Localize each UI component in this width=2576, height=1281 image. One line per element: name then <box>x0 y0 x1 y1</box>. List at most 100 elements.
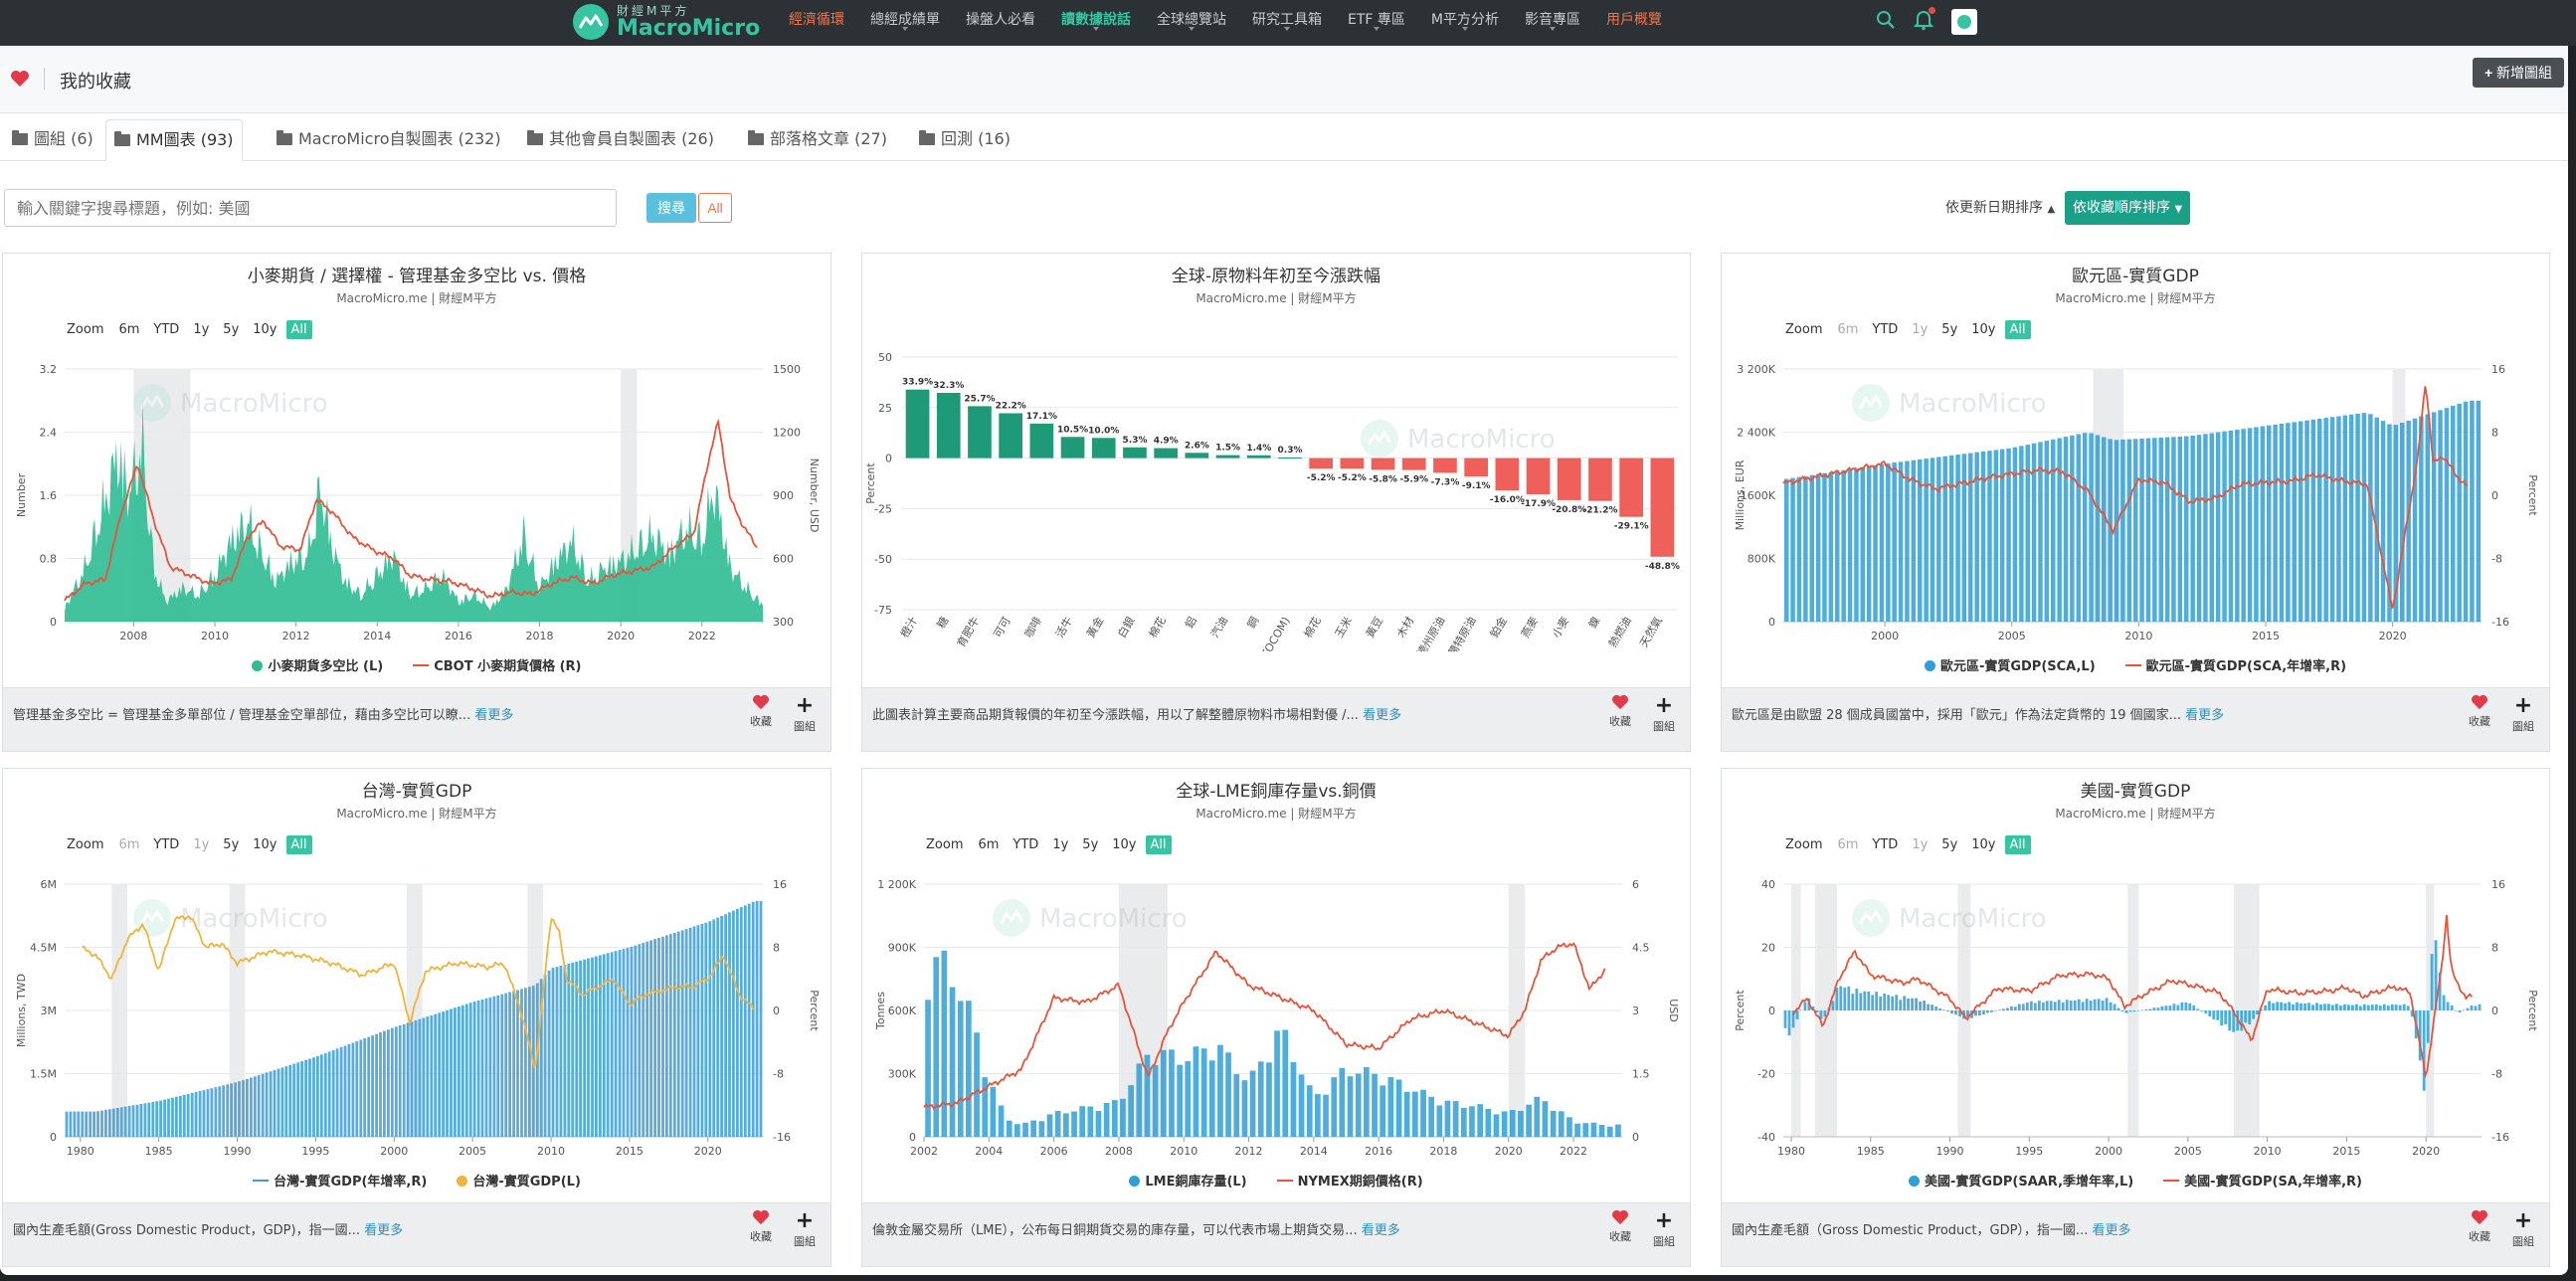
data-bar[interactable] <box>442 1011 445 1137</box>
add-to-group-button[interactable]: + 圖組 <box>1644 694 1684 734</box>
data-bar[interactable] <box>1993 450 1999 622</box>
zoom-10y-button[interactable]: 10y <box>1971 837 1996 852</box>
data-bar[interactable] <box>319 1054 323 1137</box>
data-bar[interactable] <box>696 925 700 1137</box>
data-bar[interactable] <box>747 903 751 1137</box>
data-bar[interactable] <box>1152 1065 1159 1137</box>
data-bar[interactable] <box>2307 1003 2310 1010</box>
zoom-10y-button[interactable]: 10y <box>253 322 277 337</box>
data-bar[interactable] <box>2347 1005 2350 1010</box>
data-bar[interactable] <box>464 1004 468 1137</box>
zoom-6m-button[interactable]: 6m <box>1837 322 1859 337</box>
data-bar[interactable] <box>1619 458 1643 517</box>
data-bar[interactable] <box>454 1007 457 1137</box>
data-bar[interactable] <box>1582 1123 1589 1137</box>
data-bar[interactable] <box>250 1077 253 1138</box>
data-bar[interactable] <box>638 944 642 1137</box>
data-bar[interactable] <box>2248 1010 2252 1025</box>
nav-item-2[interactable]: 操盤人必看 <box>953 0 1048 46</box>
data-bar[interactable] <box>2362 1004 2366 1010</box>
data-bar[interactable] <box>496 995 500 1137</box>
data-bar[interactable] <box>198 1091 202 1137</box>
data-bar[interactable] <box>1193 1046 1199 1137</box>
zoom-ytd-button[interactable]: YTD <box>153 837 180 852</box>
data-bar[interactable] <box>2196 1008 2200 1010</box>
data-bar[interactable] <box>1911 998 1914 1010</box>
data-bar[interactable] <box>2160 1006 2164 1010</box>
data-bar[interactable] <box>1795 1010 1799 1019</box>
data-bar[interactable] <box>2076 434 2082 623</box>
data-bar[interactable] <box>1799 1009 1803 1011</box>
data-bar[interactable] <box>312 1057 315 1137</box>
data-bar[interactable] <box>1895 995 1899 1010</box>
data-bar[interactable] <box>426 1016 430 1137</box>
data-bar[interactable] <box>1978 1010 1981 1015</box>
data-bar[interactable] <box>2006 448 2011 622</box>
data-bar[interactable] <box>968 406 992 458</box>
data-bar[interactable] <box>2235 430 2240 622</box>
zoom-10y-button[interactable]: 10y <box>1971 322 1996 337</box>
data-bar[interactable] <box>476 1000 480 1137</box>
nav-item-6[interactable]: ETF 專區 <box>1335 0 1418 46</box>
data-bar[interactable] <box>430 1014 434 1137</box>
data-bar[interactable] <box>2045 1001 2049 1010</box>
data-bar[interactable] <box>1907 998 1910 1010</box>
data-bar[interactable] <box>1112 1100 1118 1137</box>
data-bar[interactable] <box>2025 445 2031 622</box>
data-bar[interactable] <box>1650 458 1675 557</box>
series-area[interactable] <box>65 403 763 622</box>
data-bar[interactable] <box>179 1095 182 1137</box>
data-bar[interactable] <box>1831 1001 1835 1010</box>
data-bar[interactable] <box>2434 940 2438 1010</box>
data-bar[interactable] <box>414 1019 418 1137</box>
data-bar[interactable] <box>2304 420 2309 622</box>
data-bar[interactable] <box>645 941 649 1137</box>
data-bar[interactable] <box>2438 972 2442 1010</box>
data-bar[interactable] <box>89 1111 92 1137</box>
data-bar[interactable] <box>1566 1117 1572 1137</box>
data-bar[interactable] <box>2095 435 2101 623</box>
data-bar[interactable] <box>2136 1010 2140 1011</box>
data-bar[interactable] <box>1054 1111 1061 1137</box>
data-bar[interactable] <box>2355 1004 2358 1010</box>
data-bar[interactable] <box>1120 1098 1126 1137</box>
data-bar[interactable] <box>1873 464 1878 622</box>
data-bar[interactable] <box>2082 433 2088 622</box>
data-bar[interactable] <box>1954 1010 1957 1015</box>
data-bar[interactable] <box>1598 1125 1605 1137</box>
data-bar[interactable] <box>1863 991 1867 1010</box>
zoom-ytd-button[interactable]: YTD <box>1872 837 1899 852</box>
data-bar[interactable] <box>139 1104 143 1137</box>
data-bar[interactable] <box>155 1101 159 1137</box>
data-bar[interactable] <box>402 1023 406 1137</box>
read-more-link[interactable]: 看更多 <box>474 708 514 723</box>
data-bar[interactable] <box>2152 1007 2156 1010</box>
legend-item[interactable]: CBOT 小麥期貨價格 (R) <box>413 655 582 674</box>
data-bar[interactable] <box>2228 430 2234 622</box>
data-bar[interactable] <box>2184 436 2189 622</box>
data-bar[interactable] <box>2171 437 2176 622</box>
tab-0[interactable]: 圖組 (6) <box>4 119 101 161</box>
data-bar[interactable] <box>2329 417 2335 622</box>
data-bar[interactable] <box>351 1042 355 1138</box>
data-bar[interactable] <box>2400 423 2405 622</box>
data-bar[interactable] <box>1980 451 1986 622</box>
data-bar[interactable] <box>1087 1106 1094 1138</box>
data-bar[interactable] <box>2438 410 2443 622</box>
data-bar[interactable] <box>1809 474 1815 622</box>
data-bar[interactable] <box>375 1033 378 1137</box>
read-more-link[interactable]: 看更多 <box>1361 1223 1400 1238</box>
data-bar[interactable] <box>323 1052 327 1137</box>
data-bar[interactable] <box>1822 472 1827 622</box>
chart-plot[interactable]: 0 0.8 1.6 2.4 3.2 300 600 900 1200 1500 2008 2010 20… <box>3 343 832 651</box>
data-bar[interactable] <box>974 1032 980 1137</box>
chart-title[interactable]: 小麥期貨 / 選擇權 - 管理基金多空比 vs. 價格 <box>247 267 587 286</box>
add-to-group-button[interactable]: + 圖組 <box>2503 1209 2543 1249</box>
data-bar[interactable] <box>265 1072 269 1137</box>
data-bar[interactable] <box>1999 449 2005 622</box>
data-bar[interactable] <box>720 915 723 1137</box>
data-bar[interactable] <box>143 1103 147 1137</box>
data-bar[interactable] <box>626 948 630 1137</box>
data-bar[interactable] <box>100 1110 103 1137</box>
data-bar[interactable] <box>2176 1005 2180 1011</box>
